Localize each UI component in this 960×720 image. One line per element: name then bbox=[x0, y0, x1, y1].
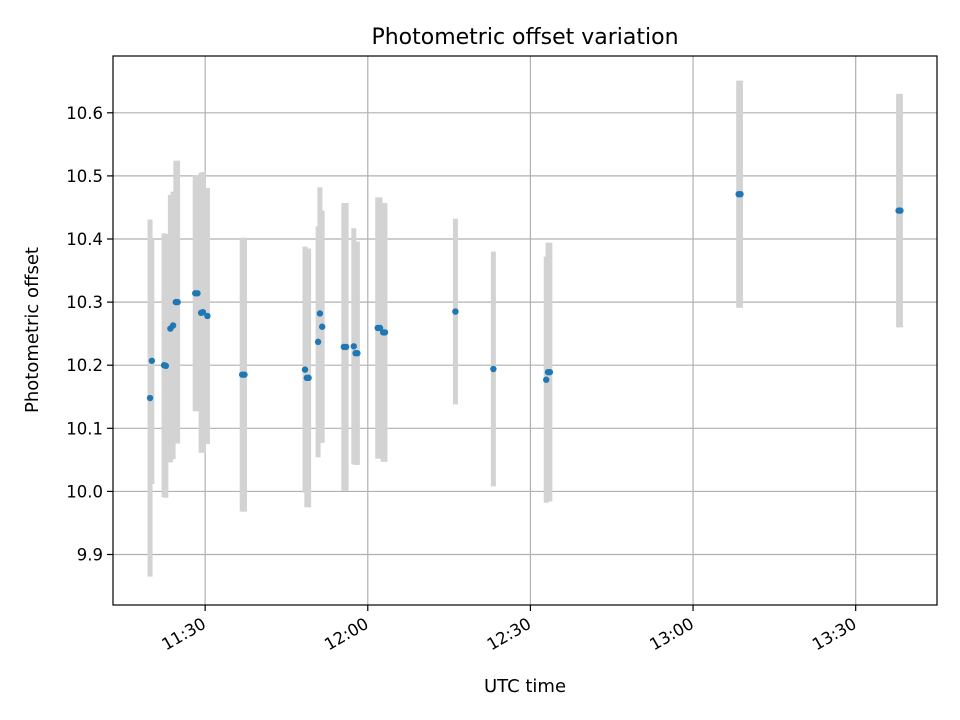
data-point bbox=[241, 371, 248, 378]
data-point bbox=[146, 394, 154, 402]
y-axis-ticks: 9.9 10.0 10.1 10.2 10.3 10.4 10.5 10.6 bbox=[66, 104, 113, 565]
x-axis-label: UTC time bbox=[484, 676, 566, 697]
grid-lines bbox=[113, 56, 937, 605]
y-tick-label: 10.2 bbox=[66, 356, 103, 375]
y-tick-label: 10.6 bbox=[66, 104, 103, 123]
data-points bbox=[146, 190, 904, 402]
y-tick-label: 10.3 bbox=[66, 293, 103, 312]
data-point bbox=[350, 343, 357, 350]
y-tick-label: 10.0 bbox=[66, 482, 103, 501]
chart-title: Photometric offset variation bbox=[371, 25, 678, 50]
data-point bbox=[301, 366, 309, 373]
data-point bbox=[376, 324, 384, 332]
y-tick-label: 9.9 bbox=[77, 546, 103, 565]
data-point bbox=[169, 322, 177, 329]
data-point bbox=[546, 368, 554, 376]
data-point bbox=[490, 365, 497, 373]
plot-frame bbox=[112, 55, 938, 606]
data-point bbox=[543, 376, 550, 383]
data-point bbox=[381, 329, 389, 336]
data-point bbox=[199, 309, 207, 316]
data-point bbox=[148, 357, 156, 364]
data-point bbox=[354, 350, 361, 357]
data-point bbox=[194, 290, 201, 297]
y-tick-label: 10.4 bbox=[66, 230, 103, 249]
data-point bbox=[204, 312, 211, 320]
data-point bbox=[318, 323, 326, 330]
y-axis-label: Photometric offset bbox=[22, 247, 43, 413]
data-point bbox=[342, 343, 350, 351]
data-point bbox=[305, 374, 312, 382]
data-point bbox=[452, 308, 459, 315]
data-point bbox=[316, 310, 324, 317]
data-point bbox=[314, 338, 322, 346]
data-point bbox=[174, 298, 181, 306]
y-tick-label: 10.1 bbox=[66, 419, 103, 438]
data-point bbox=[737, 190, 744, 198]
data-point bbox=[897, 207, 904, 214]
data-point bbox=[162, 362, 170, 370]
y-tick-label: 10.5 bbox=[66, 167, 103, 186]
